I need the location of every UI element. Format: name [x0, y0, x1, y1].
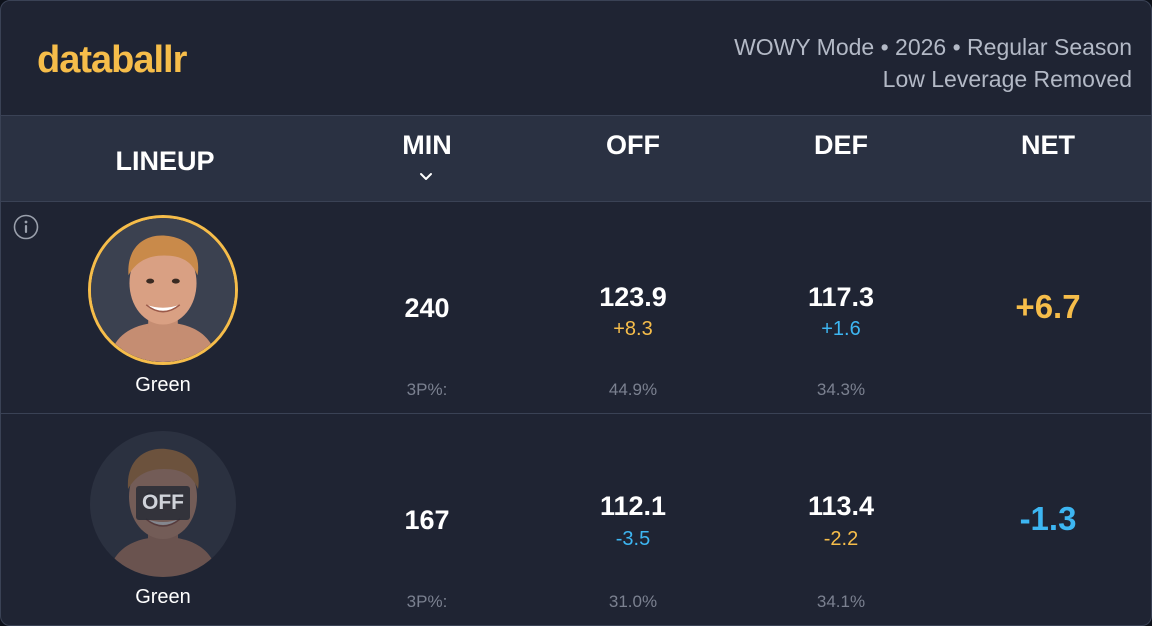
column-header-row: LINEUP MIN OFF DEF NET [1, 116, 1151, 202]
three-pt-label: 3P%: [406, 380, 448, 399]
min-value: 167 [404, 505, 450, 535]
off-header[interactable]: OFF [606, 130, 660, 160]
lineup-header: LINEUP [115, 146, 215, 176]
off-diff: -3.5 [615, 528, 651, 550]
leverage-line: Low Leverage Removed [882, 66, 1132, 92]
off-rating: 123.9 [599, 282, 667, 312]
databallr-logo[interactable]: databallr [37, 39, 187, 81]
chevron-down-icon[interactable] [416, 170, 436, 184]
net-header[interactable]: NET [1021, 130, 1075, 160]
off-three-pt: 31.0% [608, 592, 658, 611]
lineup-row-off: OFF Green 167 112.1 -3.5 113.4 -2.2 -1.3… [1, 414, 1151, 625]
min-value: 240 [404, 293, 450, 323]
player-name: Green [135, 374, 191, 396]
info-icon[interactable] [13, 214, 39, 240]
min-header[interactable]: MIN [402, 130, 452, 160]
off-status-badge: OFF [136, 486, 190, 520]
def-rating: 117.3 [807, 282, 875, 312]
def-rating: 113.4 [807, 491, 875, 521]
three-pt-label: 3P%: [406, 592, 448, 611]
def-diff: -2.2 [823, 528, 859, 550]
lineup-row-on: Green 240 123.9 +8.3 117.3 +1.6 +6.7 3P%… [1, 202, 1151, 414]
def-diff: +1.6 [821, 318, 861, 340]
net-rating: +6.7 [1015, 288, 1081, 325]
card-header: databallr WOWY Mode • 2026 • Regular Sea… [1, 1, 1151, 116]
net-rating: -1.3 [1019, 500, 1077, 537]
def-three-pt: 34.3% [816, 380, 866, 399]
def-three-pt: 34.1% [816, 592, 866, 611]
def-header[interactable]: DEF [814, 130, 868, 160]
mode-info: WOWY Mode • 2026 • Regular Season Low Le… [734, 31, 1132, 95]
off-three-pt: 44.9% [608, 380, 658, 399]
off-rating: 112.1 [599, 491, 667, 521]
off-diff: +8.3 [613, 318, 653, 340]
player-name: Green [135, 586, 191, 608]
player-avatar [88, 215, 238, 365]
mode-line: WOWY Mode • 2026 • Regular Season [734, 34, 1132, 60]
